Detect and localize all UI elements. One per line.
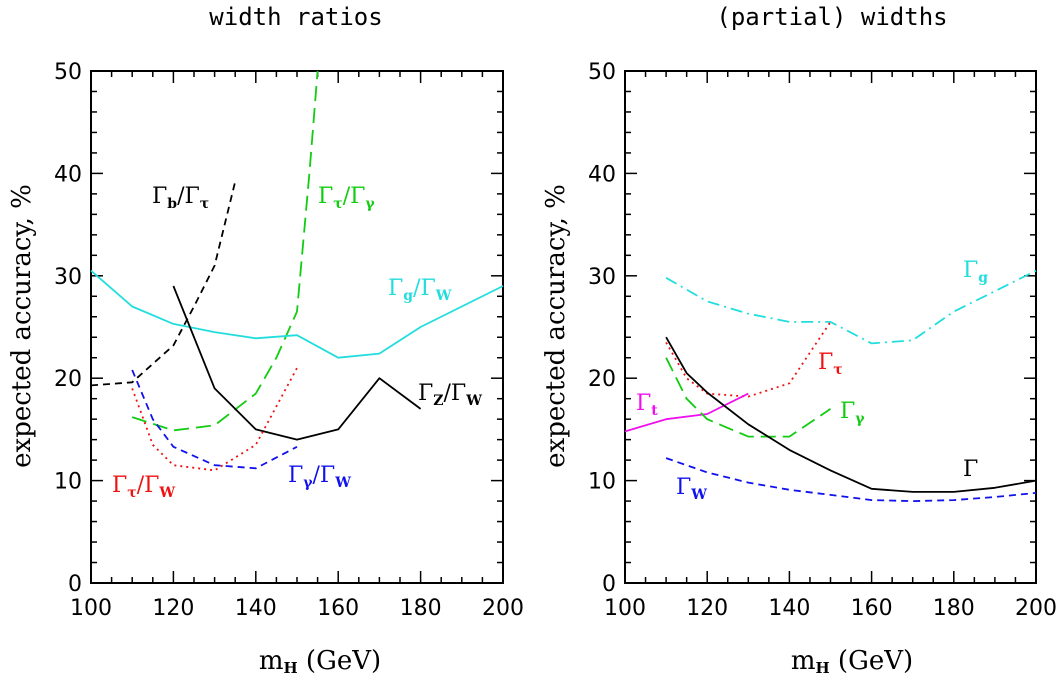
right-y-tick-label: 0 xyxy=(602,572,616,597)
left-chart-title: width ratios xyxy=(209,3,382,31)
right-plot-area: 100 120 140 160 180 200 0 10 20 30 40 50 Γg Γτ Γt Γγ Γ ΓW xyxy=(588,60,1057,621)
left-x-axis-label-main: m xyxy=(259,646,284,676)
right-y-tick-label: 20 xyxy=(588,367,616,392)
left-y-tick-label: 20 xyxy=(54,367,82,392)
right-x-tick-label: 140 xyxy=(768,596,810,621)
left-series-line xyxy=(131,367,298,472)
left-y-tick-label: 40 xyxy=(54,162,82,187)
right-x-tick-label: 160 xyxy=(851,596,893,621)
left-x-axis-label-sub: H xyxy=(283,659,297,677)
right-series-label: Γ xyxy=(963,457,978,482)
right-x-tick-label: 200 xyxy=(1015,596,1057,621)
left-x-tick-label: 120 xyxy=(152,596,194,621)
left-x-tick-label: 160 xyxy=(317,596,359,621)
left-y-axis-label: expected accuracy, % xyxy=(7,184,37,468)
left-y-tick-label: 10 xyxy=(54,470,82,495)
right-series-label: ΓW xyxy=(676,475,707,503)
left-series-label: Γg/ΓW xyxy=(388,276,452,304)
left-series-label: ΓZ/ΓW xyxy=(418,381,482,409)
right-x-tick-label: 180 xyxy=(933,596,975,621)
right-series-line xyxy=(665,457,1037,503)
left-series-label: Γτ/Γγ xyxy=(318,184,375,212)
right-plot-frame xyxy=(624,70,1037,584)
left-plot-area: 100 120 140 160 180 200 0 10 20 30 40 50 Γb/Γτ Γτ/Γγ Γ… xyxy=(54,60,524,621)
right-x-axis-label-main: m xyxy=(791,646,816,676)
right-x-axis-label: mH (GeV) xyxy=(791,646,913,677)
left-x-tick-label: 200 xyxy=(482,596,524,621)
left-series-line xyxy=(90,181,237,387)
right-y-tick-label: 40 xyxy=(588,162,616,187)
left-series-label: Γτ/ΓW xyxy=(112,473,175,501)
left-series-line xyxy=(131,70,319,432)
right-y-tick-label: 30 xyxy=(588,265,616,290)
right-x-axis-label-rest: (GeV) xyxy=(830,646,913,676)
right-series-label: Γt xyxy=(636,391,658,419)
left-x-axis-label-rest: (GeV) xyxy=(298,646,381,676)
right-x-tick-label: 120 xyxy=(686,596,728,621)
right-x-axis-label-sub: H xyxy=(815,659,829,677)
right-y-tick-label: 50 xyxy=(588,60,616,85)
right-series-label: Γγ xyxy=(840,399,865,427)
right-chart-title: (partial) widths xyxy=(716,3,947,31)
right-y-axis-label: expected accuracy, % xyxy=(541,184,571,468)
left-series-line xyxy=(131,369,298,470)
left-x-tick-label: 100 xyxy=(70,596,112,621)
right-series-label: Γτ xyxy=(818,350,843,378)
left-x-tick-label: 180 xyxy=(400,596,442,621)
right-x-tick-label: 100 xyxy=(604,596,646,621)
left-y-tick-label: 50 xyxy=(54,60,82,85)
right-y-tick-label: 10 xyxy=(588,470,616,495)
left-plot-frame xyxy=(90,70,504,584)
right-series-line xyxy=(665,321,832,398)
right-series-line xyxy=(665,269,1037,345)
right-series-line xyxy=(665,336,1037,493)
left-series-line xyxy=(172,285,422,441)
left-x-axis-label: mH (GeV) xyxy=(259,646,381,677)
right-series-line xyxy=(665,357,832,438)
left-y-tick-label: 0 xyxy=(68,572,82,597)
left-y-tick-label: 30 xyxy=(54,265,82,290)
right-series-label: Γg xyxy=(963,258,988,286)
right-series-line xyxy=(624,392,749,433)
left-x-tick-label: 140 xyxy=(235,596,277,621)
left-series-label: Γγ/ΓW xyxy=(288,463,351,491)
left-series-label: Γb/Γτ xyxy=(152,184,209,212)
left-series-line xyxy=(90,270,504,359)
